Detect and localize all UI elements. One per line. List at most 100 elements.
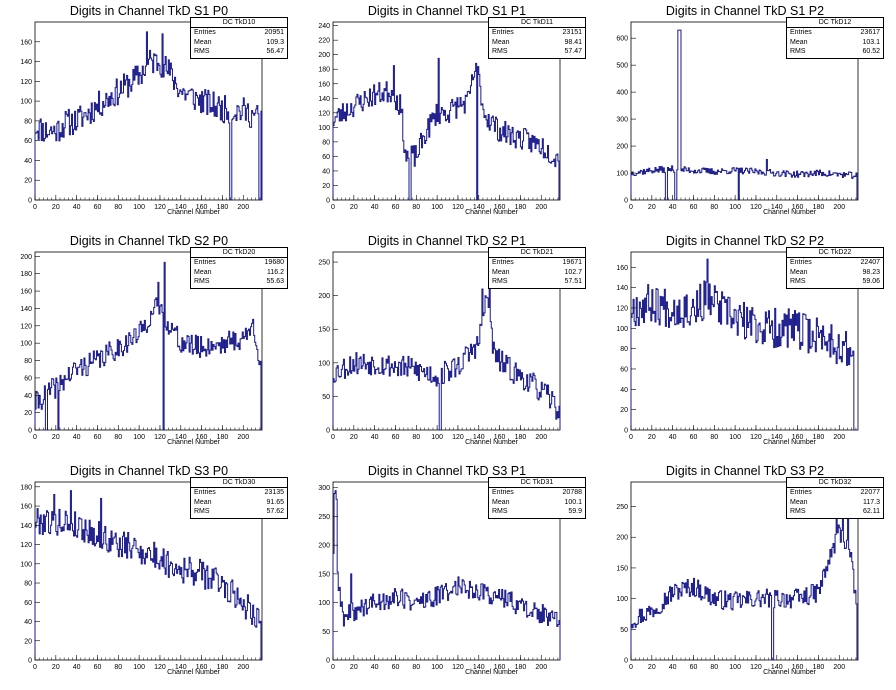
stats-box: DC TkD21 Entries 19671 Mean 102.7 RMS 57.51 [488,247,586,289]
x-tick-label: 0 [33,434,37,441]
y-tick-label: 400 [616,90,628,97]
stats-rms-row: RMS 59.9 [489,507,585,517]
y-tick-label: 40 [24,158,32,165]
x-tick-label: 100 [431,434,443,441]
stats-entries-value: 20788 [562,489,582,496]
stats-name: DC TkD22 [787,248,883,258]
x-tick-label: 200 [833,434,845,441]
x-tick-label: 40 [669,204,677,211]
chart-title: Digits in Channel TkD S3 P2 [665,464,825,478]
histogram-plot: 0 20 40 60 80 100 120 140 160 180 200 0 50 100 150 200 2… [318,481,561,671]
x-tick-label: 160 [196,664,208,671]
x-tick-label: 140 [473,664,485,671]
y-tick-label: 20 [24,178,32,185]
x-tick-label: 60 [690,434,698,441]
stats-box: DC TkD32 Entries 22077 Mean 117.3 RMS 62.11 [786,477,884,519]
x-tick-label: 120 [750,664,762,671]
x-tick-label: 0 [33,204,37,211]
y-tick-label: 0 [624,658,628,665]
x-tick-label: 20 [648,204,656,211]
stats-name: DC TkD30 [191,478,287,488]
y-tick-label: 140 [20,523,32,530]
stats-mean-value: 98.41 [564,38,582,46]
stats-entries-value: 20951 [264,29,284,36]
x-tick-label: 160 [792,434,804,441]
x-axis-title: Channel Number [465,669,518,676]
x-tick-label: 20 [52,434,60,441]
stats-rms-value: 59.06 [862,278,880,285]
stats-mean-value: 102.7 [564,268,582,276]
x-tick-label: 160 [792,664,804,671]
y-tick-label: 120 [318,110,330,117]
x-axis-title: Channel Number [167,439,220,446]
y-tick-label: 120 [616,305,628,312]
stats-mean-row: Mean 117.3 [787,498,883,508]
stats-name: DC TkD31 [489,478,585,488]
x-tick-label: 120 [750,434,762,441]
stats-rms-label: RMS [790,508,806,515]
stats-rms-value: 55.63 [266,278,284,285]
y-tick-label: 50 [322,629,330,636]
plot-frame [630,481,859,661]
stats-rms-row: RMS 57.51 [489,277,585,287]
x-tick-label: 120 [154,664,166,671]
y-tick-label: 100 [616,326,628,333]
y-tick-label: 150 [318,327,330,334]
y-tick-label: 100 [616,171,628,178]
x-tick-label: 140 [771,204,783,211]
x-tick-label: 140 [175,664,187,671]
histogram-plot: 0 20 40 60 80 100 120 140 160 180 200 0 100 200 300 400… [616,21,859,211]
y-tick-label: 0 [326,428,330,435]
stats-name: DC TkD21 [489,248,585,258]
x-tick-label: 180 [515,664,527,671]
stats-rms-value: 57.62 [266,508,284,515]
y-tick-label: 100 [20,561,32,568]
x-tick-label: 180 [515,204,527,211]
x-tick-label: 160 [792,204,804,211]
histogram-line [34,490,262,661]
stats-rms-label: RMS [790,278,806,285]
y-tick-label: 180 [20,484,32,491]
y-tick-label: 300 [616,117,628,124]
stats-rms-label: RMS [194,508,210,515]
stats-mean-label: Mean [790,268,808,276]
stats-entries-value: 23135 [264,489,284,496]
x-tick-label: 120 [154,434,166,441]
y-tick-label: 40 [322,168,330,175]
stats-rms-row: RMS 57.62 [191,507,287,517]
x-tick-label: 20 [350,204,358,211]
x-axis-title: Channel Number [465,439,518,446]
x-tick-label: 100 [729,664,741,671]
stats-mean-value: 116.2 [267,268,284,276]
x-tick-label: 0 [331,434,335,441]
x-tick-label: 40 [73,434,81,441]
chart-title: Digits in Channel TkD S2 P0 [69,234,229,248]
y-tick-label: 160 [616,265,628,272]
stats-mean-label: Mean [790,38,808,46]
y-tick-label: 80 [24,118,32,125]
histogram-line [630,258,858,431]
stats-entries-label: Entries [194,259,216,266]
y-tick-label: 60 [24,375,32,382]
stats-rms-value: 57.51 [564,278,582,285]
y-tick-label: 20 [620,407,628,414]
x-tick-label: 0 [629,204,633,211]
y-tick-label: 40 [24,393,32,400]
y-tick-label: 60 [24,600,32,607]
y-tick-label: 200 [20,254,32,261]
x-tick-label: 40 [73,204,81,211]
x-tick-label: 200 [535,434,547,441]
stats-box: DC TkD10 Entries 20951 Mean 109.3 RMS 56.47 [190,17,288,59]
y-tick-label: 500 [616,63,628,70]
x-tick-label: 180 [217,434,229,441]
stats-mean-value: 117.3 [863,498,880,506]
stats-mean-row: Mean 91.65 [191,498,287,508]
plot-frame [332,21,561,201]
x-tick-label: 180 [217,204,229,211]
y-tick-label: 60 [322,154,330,161]
y-tick-label: 0 [326,198,330,205]
stats-entries-value: 19671 [562,259,582,266]
x-tick-label: 100 [133,204,145,211]
stats-rms-label: RMS [194,48,210,55]
stats-mean-value: 98.23 [862,268,880,276]
